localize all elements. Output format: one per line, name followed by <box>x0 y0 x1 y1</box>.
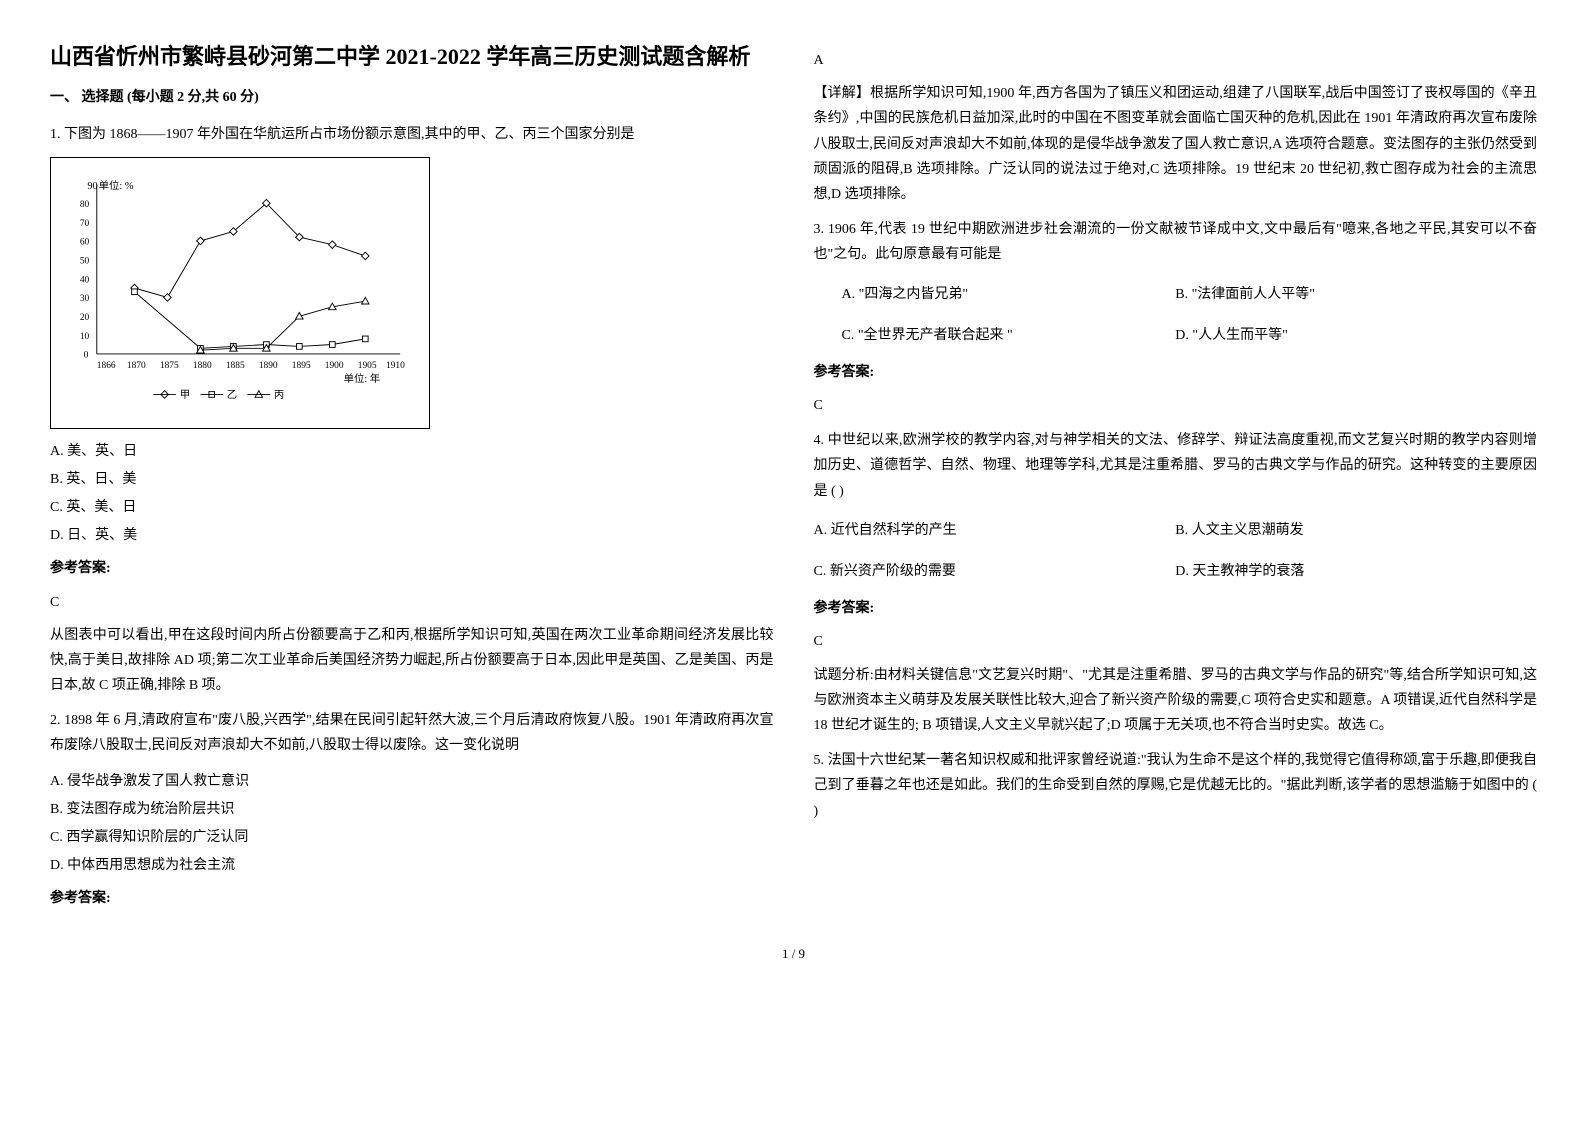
x-axis: 1866 1870 1875 1880 1885 1890 1895 1900 … <box>97 361 405 371</box>
q1-option-c: C. 英、美、日 <box>50 495 774 520</box>
chart-svg: 90 单位: % 80 70 60 50 40 30 20 10 0 <box>61 168 419 408</box>
q3-answer-label: 参考答案: <box>814 360 1538 385</box>
svg-text:甲: 甲 <box>180 391 190 402</box>
svg-text:0: 0 <box>84 351 89 361</box>
page-footer: 1 / 9 <box>50 942 1537 965</box>
svg-text:乙: 乙 <box>227 390 237 402</box>
svg-text:1905: 1905 <box>358 361 377 371</box>
q2-answer-label: 参考答案: <box>50 886 774 911</box>
svg-text:1885: 1885 <box>226 361 245 371</box>
svg-text:70: 70 <box>80 219 90 229</box>
q1-analysis: 从图表中可以看出,甲在这段时间内所占份额要高于乙和丙,根据所学知识可知,英国在两… <box>50 623 774 699</box>
svg-text:80: 80 <box>80 200 90 210</box>
q3-option-a: A. "四海之内皆兄弟" <box>814 282 1176 307</box>
q1-option-d: D. 日、英、美 <box>50 523 774 548</box>
svg-text:40: 40 <box>80 276 90 286</box>
q1-option-b: B. 英、日、美 <box>50 467 774 492</box>
q4-analysis: 试题分析:由材料关键信息"文艺复兴时期"、"尤其是注重希腊、罗马的古典文学与作品… <box>814 663 1538 739</box>
q3-option-b: B. "法律面前人人平等" <box>1175 282 1537 307</box>
q1-text: 1. 下图为 1868——1907 年外国在华航运所占市场份额示意图,其中的甲、… <box>50 122 774 147</box>
y-axis: 80 70 60 50 40 30 20 10 0 <box>80 200 90 361</box>
q4-option-b: B. 人文主义思潮萌发 <box>1175 518 1537 543</box>
series-yi-line <box>134 292 365 349</box>
q1-chart: 90 单位: % 80 70 60 50 40 30 20 10 0 <box>50 157 430 428</box>
q4-text: 4. 中世纪以来,欧洲学校的教学内容,对与神学相关的文法、修辞学、辩证法高度重视… <box>814 428 1538 504</box>
q1-answer-label: 参考答案: <box>50 556 774 581</box>
svg-text:30: 30 <box>80 295 90 305</box>
chart-ylabel: 90 <box>87 181 97 192</box>
series-bing-markers <box>197 298 369 354</box>
svg-text:1875: 1875 <box>160 361 179 371</box>
q4-answer: C <box>814 629 1538 654</box>
svg-text:10: 10 <box>80 332 90 342</box>
right-column: A 【详解】根据所学知识可知,1900 年,西方各国为了镇压义和团运动,组建了八… <box>814 40 1538 912</box>
svg-text:1890: 1890 <box>259 361 278 371</box>
chart-xlabel: 单位: 年 <box>344 373 381 386</box>
svg-text:50: 50 <box>80 257 90 267</box>
q4-option-a: A. 近代自然科学的产生 <box>814 518 1176 543</box>
left-column: 山西省忻州市繁峙县砂河第二中学 2021-2022 学年高三历史测试题含解析 一… <box>50 40 774 912</box>
q3-answer: C <box>814 393 1538 418</box>
q3-text: 3. 1906 年,代表 19 世纪中期欧洲进步社会潮流的一份文献被节译成中文,… <box>814 217 1538 267</box>
q4-option-d: D. 天主教神学的衰落 <box>1175 559 1537 584</box>
q5-text: 5. 法国十六世纪某一著名知识权威和批评家曾经说道:"我认为生命不是这个样的,我… <box>814 748 1538 824</box>
q1-option-a: A. 美、英、日 <box>50 439 774 464</box>
series-jia-line <box>134 204 365 298</box>
svg-text:1880: 1880 <box>193 361 212 371</box>
exam-title: 山西省忻州市繁峙县砂河第二中学 2021-2022 学年高三历史测试题含解析 <box>50 40 774 73</box>
q4-option-c: C. 新兴资产阶级的需要 <box>814 559 1176 584</box>
svg-text:20: 20 <box>80 313 90 323</box>
svg-text:1870: 1870 <box>127 361 146 371</box>
svg-text:1866: 1866 <box>97 361 116 371</box>
q2-option-d: D. 中体西用思想成为社会主流 <box>50 853 774 878</box>
svg-text:1895: 1895 <box>292 361 311 371</box>
q2-option-b: B. 变法图存成为统治阶层共识 <box>50 797 774 822</box>
svg-text:1900: 1900 <box>325 361 344 371</box>
q2-option-c: C. 西学赢得知识阶层的广泛认同 <box>50 825 774 850</box>
q2-analysis: 【详解】根据所学知识可知,1900 年,西方各国为了镇压义和团运动,组建了八国联… <box>814 81 1538 207</box>
svg-text:丙: 丙 <box>274 391 284 402</box>
chart-unit-label: 单位: % <box>99 179 134 192</box>
q3-option-d: D. "人人生而平等" <box>1175 323 1537 348</box>
section-header: 一、 选择题 (每小题 2 分,共 60 分) <box>50 85 774 110</box>
svg-text:60: 60 <box>80 238 90 248</box>
q1-answer: C <box>50 590 774 615</box>
q2-text: 2. 1898 年 6 月,清政府宣布"废八股,兴西学",结果在民间引起轩然大波… <box>50 708 774 758</box>
series-jia-markers <box>131 200 369 302</box>
svg-text:1910: 1910 <box>386 361 405 371</box>
chart-legend: 甲 乙 丙 <box>153 390 284 402</box>
q4-answer-label: 参考答案: <box>814 596 1538 621</box>
q2-answer: A <box>814 48 1538 73</box>
q2-option-a: A. 侵华战争激发了国人救亡意识 <box>50 769 774 794</box>
q3-option-c: C. "全世界无产者联合起来 " <box>814 323 1176 348</box>
